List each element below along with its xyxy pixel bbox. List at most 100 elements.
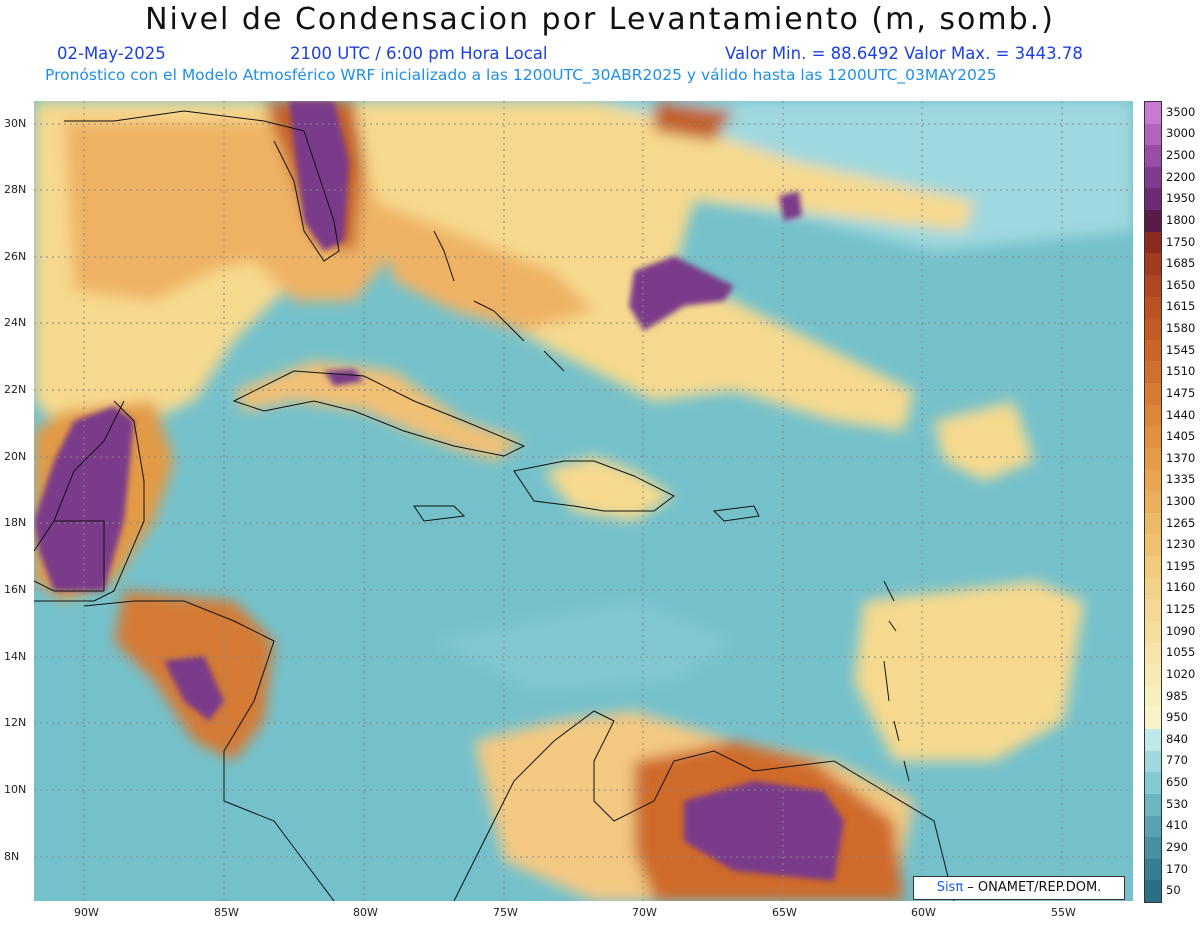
cuba-band: [234, 361, 524, 461]
legend-swatch: [1145, 210, 1161, 233]
brand-logo: Sisπ: [936, 880, 964, 895]
hispaniola-yellow: [544, 456, 674, 521]
lat-label-22n: 22N: [4, 383, 27, 396]
atlantic-yellow-blob: [934, 401, 1034, 481]
legend-label: 290: [1166, 839, 1188, 854]
lon-label-60w: 60W: [911, 906, 936, 919]
color-legend: [1144, 101, 1162, 903]
legend-label: 650: [1166, 775, 1188, 790]
legend-label: 1510: [1166, 364, 1196, 379]
credit-box: Sisπ – ONAMET/REP.DOM.: [913, 876, 1125, 900]
legend-label: 1265: [1166, 515, 1196, 530]
legend-label: 50: [1166, 883, 1181, 898]
lat-label-8n: 8N: [4, 850, 20, 863]
legend-swatch: [1145, 599, 1161, 622]
legend-label: 1685: [1166, 256, 1196, 271]
lat-label-14n: 14N: [4, 650, 27, 663]
legend-label: 1160: [1166, 580, 1196, 595]
lat-label-12n: 12N: [4, 716, 27, 729]
legend-swatch: [1145, 426, 1161, 449]
min-max-values: Valor Min. = 88.6492 Valor Max. = 3443.7…: [725, 44, 1083, 63]
lon-label-90w: 90W: [74, 906, 99, 919]
lcl-map: [34, 101, 1133, 901]
legend-label: 530: [1166, 796, 1188, 811]
legend-label: 1615: [1166, 299, 1196, 314]
legend-swatch: [1145, 815, 1161, 838]
lat-label-18n: 18N: [4, 516, 27, 529]
legend-swatch: [1145, 620, 1161, 644]
legend-swatch: [1145, 837, 1161, 860]
legend-label: 985: [1166, 688, 1188, 703]
venezuela-purple: [684, 781, 844, 881]
credit-text: – ONAMET/REP.DOM.: [963, 880, 1102, 895]
small-purple-blob: [779, 191, 802, 221]
ne-orange-strip: [654, 101, 734, 141]
map-title: Nivel de Condensacion por Levantamiento …: [145, 2, 1055, 37]
model-info: Pronóstico con el Modelo Atmosférico WRF…: [45, 66, 997, 84]
legend-label: 840: [1166, 731, 1188, 746]
legend-label: 1335: [1166, 472, 1196, 487]
legend-swatch: [1145, 253, 1161, 276]
legend-label: 1125: [1166, 602, 1196, 617]
legend-label: 1800: [1166, 212, 1196, 227]
legend-swatch: [1145, 447, 1161, 471]
lat-label-20n: 20N: [4, 450, 27, 463]
lat-label-16n: 16N: [4, 583, 27, 596]
legend-label: 1475: [1166, 385, 1196, 400]
legend-label: 1580: [1166, 321, 1196, 336]
legend-swatch: [1145, 880, 1161, 903]
lat-label-28n: 28N: [4, 183, 27, 196]
cuba-purple: [324, 369, 364, 386]
legend-swatch: [1145, 858, 1161, 881]
legend-label: 1300: [1166, 494, 1196, 508]
legend-swatch: [1145, 469, 1161, 492]
bahamas-orange: [374, 201, 594, 331]
legend-label: 3000: [1166, 126, 1196, 141]
legend-swatch: [1145, 685, 1161, 708]
lon-label-70w: 70W: [632, 906, 657, 919]
legend-swatch: [1145, 642, 1161, 665]
legend-swatch: [1145, 729, 1161, 752]
legend-swatch: [1145, 772, 1161, 795]
legend-swatch: [1145, 318, 1161, 341]
caribbean-mid: [434, 601, 734, 691]
legend-label: 770: [1166, 753, 1188, 768]
legend-label: 1020: [1166, 666, 1196, 681]
legend-label: 410: [1166, 818, 1188, 833]
lat-label-30n: 30N: [4, 117, 27, 130]
legend-label: 1195: [1166, 558, 1196, 573]
lat-label-10n: 10N: [4, 783, 27, 796]
legend-swatch: [1145, 404, 1161, 427]
legend-label: 2500: [1166, 148, 1196, 163]
nicaragua-purple: [164, 656, 224, 721]
legend-swatch: [1145, 512, 1161, 535]
lon-label-65w: 65W: [772, 906, 797, 919]
legend-label: 1370: [1166, 450, 1196, 465]
legend-label: 1230: [1166, 537, 1196, 552]
lat-label-24n: 24N: [4, 316, 27, 329]
forecast-time: 2100 UTC / 6:00 pm Hora Local: [290, 44, 548, 63]
legend-swatch: [1145, 296, 1161, 319]
legend-swatch: [1145, 491, 1161, 514]
legend-swatch: [1145, 750, 1161, 773]
legend-label: 170: [1166, 861, 1188, 876]
lon-label-85w: 85W: [214, 906, 239, 919]
coastlines: [34, 110, 955, 901]
forecast-date: 02-May-2025: [57, 44, 166, 63]
legend-swatch: [1145, 166, 1161, 189]
lon-label-75w: 75W: [493, 906, 518, 919]
legend-label: 1090: [1166, 623, 1196, 638]
legend-label: 1545: [1166, 342, 1196, 357]
legend-swatch: [1145, 793, 1161, 816]
lon-label-80w: 80W: [353, 906, 378, 919]
legend-swatch: [1145, 231, 1161, 254]
legend-label: 3500: [1166, 104, 1196, 119]
legend-label: 1950: [1166, 191, 1196, 206]
legend-swatch: [1145, 102, 1161, 125]
legend-swatch: [1145, 339, 1161, 362]
legend-label: 1405: [1166, 429, 1196, 444]
legend-swatch: [1145, 707, 1161, 730]
legend-swatch: [1145, 556, 1161, 579]
legend-label: 1750: [1166, 234, 1196, 249]
legend-swatch: [1145, 188, 1161, 211]
